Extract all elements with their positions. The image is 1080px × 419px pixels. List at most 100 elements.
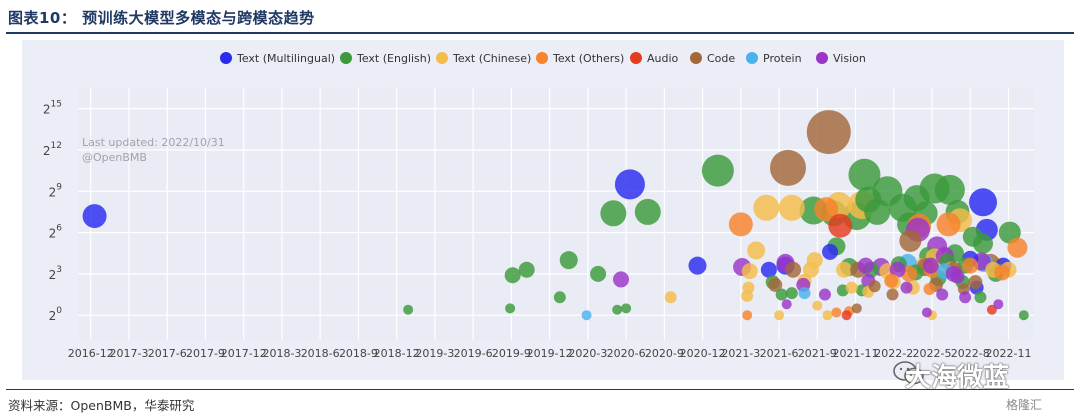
legend-entry[interactable]: Text (Multilingual) [220,52,335,65]
legend-entry[interactable]: Text (Chinese) [436,52,531,65]
bubble-point [612,304,623,315]
legend-marker [816,52,828,64]
y-tick-label: 26 [49,224,63,241]
bubble-point [82,204,107,229]
bubble-point [775,288,788,301]
x-tick-label: 2022-8 [951,347,990,360]
x-tick-label: 2017-3 [110,347,149,360]
bubble-point [760,261,777,278]
bubble-point [621,303,632,314]
x-tick-label: 2020-3 [568,347,607,360]
bubble-point [848,158,881,191]
bubble-point [581,310,592,321]
bubble-point [899,229,922,252]
bubble-point [518,261,535,278]
bubble-point [505,303,516,314]
y-tick-exponent: 9 [56,182,62,192]
annotation: Last updated: 2022/10/31 @OpenBMB [82,136,225,164]
bubble-point [845,281,858,294]
y-tick-label: 23 [49,265,62,282]
y-tick-label: 29 [49,182,63,199]
x-tick-label: 2017-12 [221,347,267,360]
figure-title: 图表10： 预训练大模型多模态与跨模态趋势 [8,9,315,27]
x-tick-label: 2021-6 [760,347,799,360]
bubble-point [769,149,806,186]
legend-label: Protein [763,52,802,65]
legend-label: Audio [647,52,679,65]
bubble-point [798,287,811,300]
bubble-point [973,233,994,254]
legend-entry[interactable]: Text (English) [340,52,431,65]
bubble-point [785,261,802,278]
source-badge: 格隆汇 [1006,398,1043,412]
bubble-point [936,288,949,301]
legend-entry[interactable]: Audio [630,52,679,65]
bubble-point [806,110,851,155]
bubble-point [590,265,607,282]
legend: Text (Multilingual) Text (English) Text (C… [220,52,866,65]
legend-entry[interactable]: Text (Others) [536,52,624,65]
legend-marker [220,52,232,64]
x-tick-label: 2018-6 [301,347,340,360]
bubble-point [822,310,833,321]
y-tick-base: 2 [49,309,57,323]
bubble-point [688,256,707,275]
bubble-point [900,281,913,294]
bubble-point [974,291,987,304]
x-tick-label: 2022-2 [874,347,913,360]
bubble-point [950,269,965,284]
legend-entry[interactable]: Code [690,52,735,65]
bubble-point [781,299,792,310]
bubble-point [828,213,853,238]
y-tick-label: 215 [43,100,62,117]
bubble-point [959,291,972,304]
data-points [82,110,1029,321]
bubble-point [747,241,766,260]
bubble-point [831,307,842,318]
bubble-point [504,267,521,284]
bubble-point [836,261,853,278]
y-tick-label: 20 [49,306,63,323]
bubble-point [553,291,566,304]
bubble-point [962,257,979,274]
legend-entry[interactable]: Protein [746,52,802,65]
y-tick-exponent: 15 [51,100,62,110]
bubble-point [600,200,627,227]
bubble-point [614,169,645,200]
x-tick-label: 2022-5 [913,347,952,360]
bubble-point [851,303,862,314]
x-tick-label: 2019-12 [527,347,573,360]
bubble-point [969,188,998,217]
bubble-point [934,174,965,205]
legend-marker [340,52,352,64]
legend-entry[interactable]: Vision [816,52,866,65]
y-tick-exponent: 12 [51,141,62,151]
x-tick-label: 2021-9 [798,347,837,360]
bubble-point [664,291,677,304]
legend-marker [630,52,642,64]
y-tick-label: 212 [43,141,62,158]
chart-annotation: Last updated: 2022/10/31 [82,136,225,149]
x-tick-label: 2020-9 [645,347,684,360]
x-tick-label: 2019-9 [492,347,531,360]
legend-label: Text (Others) [552,52,624,65]
legend-label: Text (Chinese) [452,52,531,65]
legend-label: Text (Multilingual) [236,52,335,65]
y-tick-base: 2 [49,227,57,241]
bubble-point [785,287,798,300]
bubble-point [868,280,881,293]
x-tick-label: 2017-6 [148,347,187,360]
bubble-point [841,310,852,321]
source-note: 资料来源：OpenBMB，华泰研究 [8,398,195,413]
bubble-point [742,310,753,321]
bubble-point [922,257,939,274]
y-tick-exponent: 3 [56,265,62,275]
bubble-point [889,261,906,278]
legend-marker [690,52,702,64]
bubble-point [559,251,578,270]
bubble-point [806,252,823,269]
y-tick-exponent: 0 [56,306,62,316]
bubble-point [886,288,899,301]
x-tick-label: 2020-6 [607,347,646,360]
